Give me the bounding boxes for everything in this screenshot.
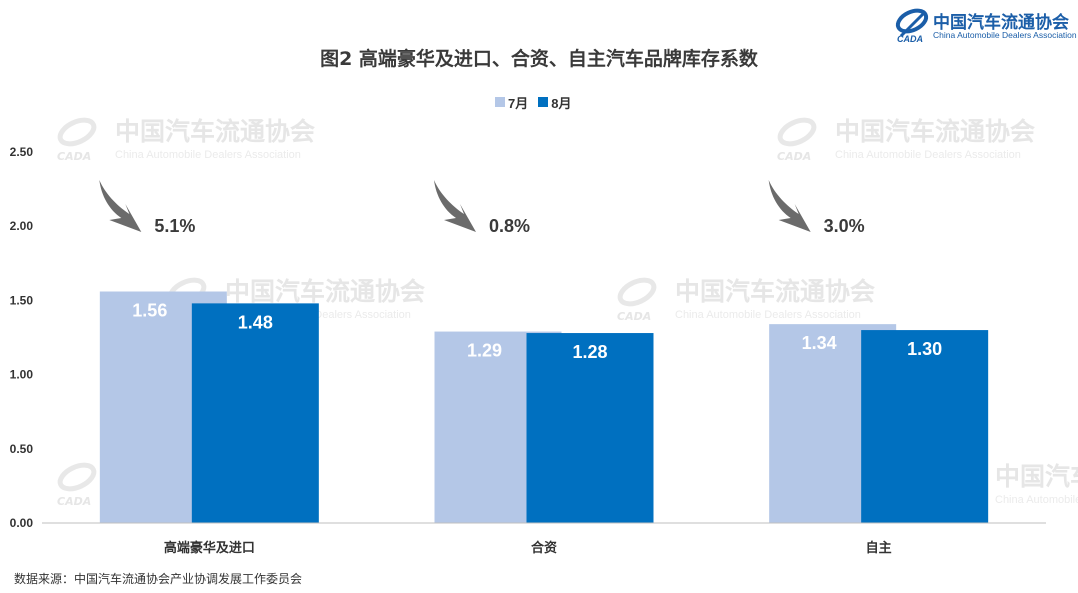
axes-layer: 0.00 0.50 1.00 1.50 2.00 2.50 高端豪华及进口 合资 自主 — [10, 145, 1046, 556]
bar-august — [861, 330, 989, 523]
data-label: 1.29 — [467, 341, 502, 361]
y-tick-label: 0.00 — [10, 516, 34, 530]
data-label: 1.56 — [132, 300, 167, 320]
data-label: 1.28 — [572, 342, 607, 362]
watermark-logo-icon — [57, 462, 97, 492]
data-label: 1.30 — [907, 339, 942, 359]
bars-layer: 1.56 1.48 1.29 1.28 1.34 1.30 — [99, 291, 989, 523]
logo-en-text: China Automobile Dealers Association — [933, 30, 1077, 40]
bar-august — [526, 333, 654, 523]
watermark-en: China Automobile Dealers Association — [995, 494, 1078, 506]
watermark-en: China Automobile Dealers Association — [115, 149, 301, 161]
y-tick-label: 1.50 — [10, 293, 34, 307]
legend-swatch-august — [538, 97, 549, 107]
change-percent-label: 5.1% — [154, 216, 195, 236]
data-label: 1.48 — [238, 312, 273, 332]
watermark-logo-icon — [57, 117, 97, 147]
watermark-cn: 中国汽车流通协会 — [225, 277, 425, 306]
watermark-logo-icon — [617, 277, 657, 307]
watermark: CADA 中国汽车流通协会 China Automobile Dealers Ass… — [617, 277, 875, 323]
bar-august — [191, 303, 319, 523]
source-note: 数据来源：中国汽车流通协会产业协调发展工作委员会 — [14, 572, 303, 586]
legend-label-august: 8月 — [551, 95, 572, 111]
watermark-cn: 中国汽车流通协会 — [995, 462, 1078, 491]
watermark: CADA 中国汽车流通协会 China Automobile Dealers Ass… — [777, 117, 1035, 163]
down-arrow-icon — [768, 180, 811, 232]
change-percent-label: 3.0% — [824, 216, 865, 236]
chart-title: 图2 高端豪华及进口、合资、自主汽车品牌库存系数 — [320, 48, 758, 70]
x-tick-label: 合资 — [531, 540, 557, 556]
watermark-mark: CADA — [57, 150, 91, 163]
cada-logo-icon: CADA — [895, 8, 929, 44]
change-percent-label: 0.8% — [489, 216, 530, 236]
watermark-logo-icon — [777, 117, 817, 147]
y-tick-label: 0.50 — [10, 442, 34, 456]
down-arrow-icon — [99, 180, 142, 232]
y-tick-label: 1.00 — [10, 368, 34, 382]
watermark: CADA 中国汽车流通协会 China Automobile Dealers Ass… — [57, 117, 315, 163]
x-tick-label: 高端豪华及进口 — [164, 540, 255, 556]
x-tick-label: 自主 — [866, 540, 892, 556]
y-tick-label: 2.50 — [10, 145, 34, 159]
legend-item-august: 8月 — [538, 93, 571, 112]
y-tick-label: 2.00 — [10, 219, 34, 233]
watermark-cn: 中国汽车流通协会 — [835, 117, 1035, 146]
watermark-mark: CADA — [57, 495, 91, 508]
watermark-mark: CADA — [617, 310, 651, 323]
down-arrow-icon — [434, 180, 476, 232]
legend-item-july: 7月 — [495, 93, 528, 112]
data-label: 1.34 — [802, 333, 837, 353]
watermark-cn: 中国汽车流通协会 — [675, 277, 875, 306]
down-arrow-shape — [99, 180, 142, 232]
logo-mark-text: CADA — [897, 34, 923, 44]
cada-logo: CADA 中国汽车流通协会 China Automobile Dealers A… — [893, 6, 1077, 46]
annotations-layer: 5.1% 0.8% 3.0% — [99, 180, 865, 236]
watermark-cn: 中国汽车流通协会 — [115, 117, 315, 146]
watermark-en: China Automobile Dealers Association — [835, 149, 1021, 161]
legend: 7月 8月 — [495, 93, 581, 112]
watermark-mark: CADA — [777, 150, 811, 163]
watermark-en: China Automobile Dealers Association — [675, 309, 861, 321]
legend-label-july: 7月 — [508, 95, 529, 111]
down-arrow-shape — [434, 180, 476, 232]
logo-cn-text: 中国汽车流通协会 — [933, 13, 1069, 33]
down-arrow-shape — [768, 180, 811, 232]
legend-swatch-july — [495, 97, 505, 107]
